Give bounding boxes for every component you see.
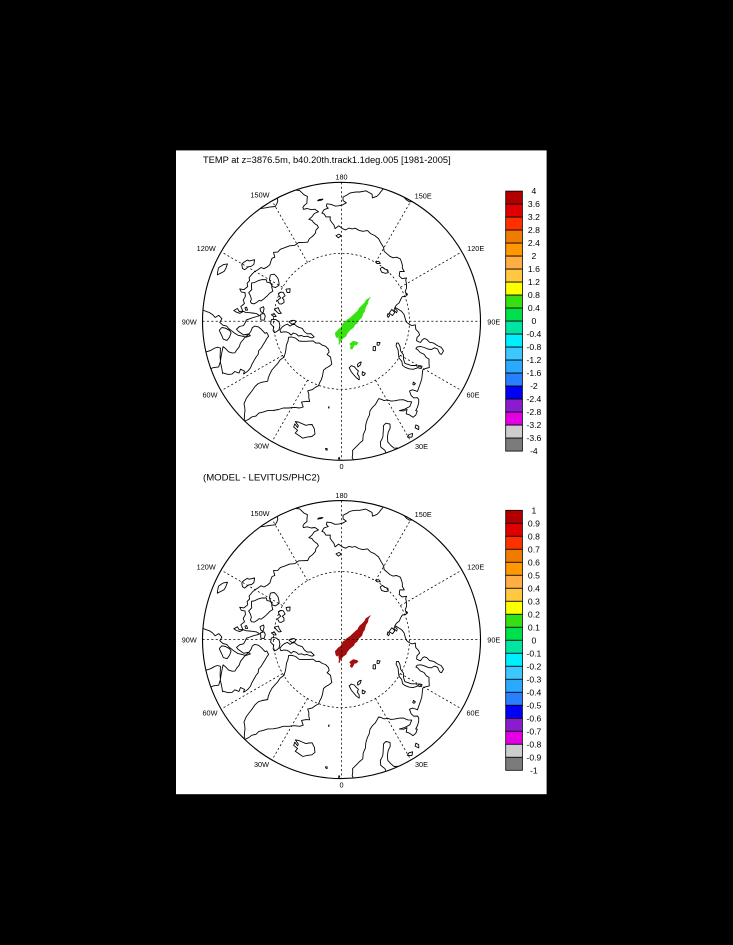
svg-text:-2: -2 (530, 381, 538, 391)
svg-text:2: 2 (532, 251, 537, 261)
svg-text:0.8: 0.8 (528, 290, 540, 300)
svg-text:1.2: 1.2 (528, 277, 540, 287)
svg-text:-3.6: -3.6 (526, 433, 541, 443)
svg-text:-0.5: -0.5 (526, 700, 541, 710)
svg-text:1: 1 (532, 505, 537, 515)
svg-text:0: 0 (532, 316, 537, 326)
svg-text:-2.8: -2.8 (526, 407, 541, 417)
svg-text:-1.6: -1.6 (526, 368, 541, 378)
svg-text:-0.2: -0.2 (526, 661, 541, 671)
svg-text:0.8: 0.8 (528, 531, 540, 541)
svg-text:0.1: 0.1 (528, 622, 540, 632)
svg-text:0.3: 0.3 (528, 596, 540, 606)
svg-text:-0.6: -0.6 (526, 713, 541, 723)
svg-text:-0.3: -0.3 (526, 674, 541, 684)
svg-text:0.2: 0.2 (528, 609, 540, 619)
svg-text:0.4: 0.4 (528, 303, 540, 313)
svg-text:0.4: 0.4 (528, 583, 540, 593)
svg-text:3.6: 3.6 (528, 199, 540, 209)
svg-text:3.2: 3.2 (528, 212, 540, 222)
svg-text:0: 0 (532, 635, 537, 645)
svg-text:0.6: 0.6 (528, 557, 540, 567)
svg-text:-0.9: -0.9 (526, 752, 541, 762)
svg-text:-0.1: -0.1 (526, 648, 541, 658)
svg-text:4: 4 (532, 186, 537, 196)
svg-text:-0.8: -0.8 (526, 342, 541, 352)
svg-text:-0.7: -0.7 (526, 726, 541, 736)
svg-text:1.6: 1.6 (528, 264, 540, 274)
svg-text:0.5: 0.5 (528, 570, 540, 580)
svg-text:-0.4: -0.4 (526, 687, 541, 697)
svg-text:-0.8: -0.8 (526, 739, 541, 749)
svg-text:TEMP at z=3876.5m, b40.20th.tr: TEMP at z=3876.5m, b40.20th.track1.1deg.… (203, 155, 451, 165)
svg-text:-1: -1 (530, 765, 538, 775)
svg-text:-0.4: -0.4 (526, 329, 541, 339)
svg-text:(MODEL - LEVITUS/PHC2): (MODEL - LEVITUS/PHC2) (203, 472, 320, 483)
svg-text:-4: -4 (530, 446, 538, 456)
svg-text:0.7: 0.7 (528, 544, 540, 554)
svg-text:-1.2: -1.2 (526, 355, 541, 365)
svg-text:2.8: 2.8 (528, 225, 540, 235)
svg-text:-3.2: -3.2 (526, 420, 541, 430)
svg-text:0.9: 0.9 (528, 518, 540, 528)
svg-text:-2.4: -2.4 (526, 394, 541, 404)
svg-text:2.4: 2.4 (528, 238, 540, 248)
